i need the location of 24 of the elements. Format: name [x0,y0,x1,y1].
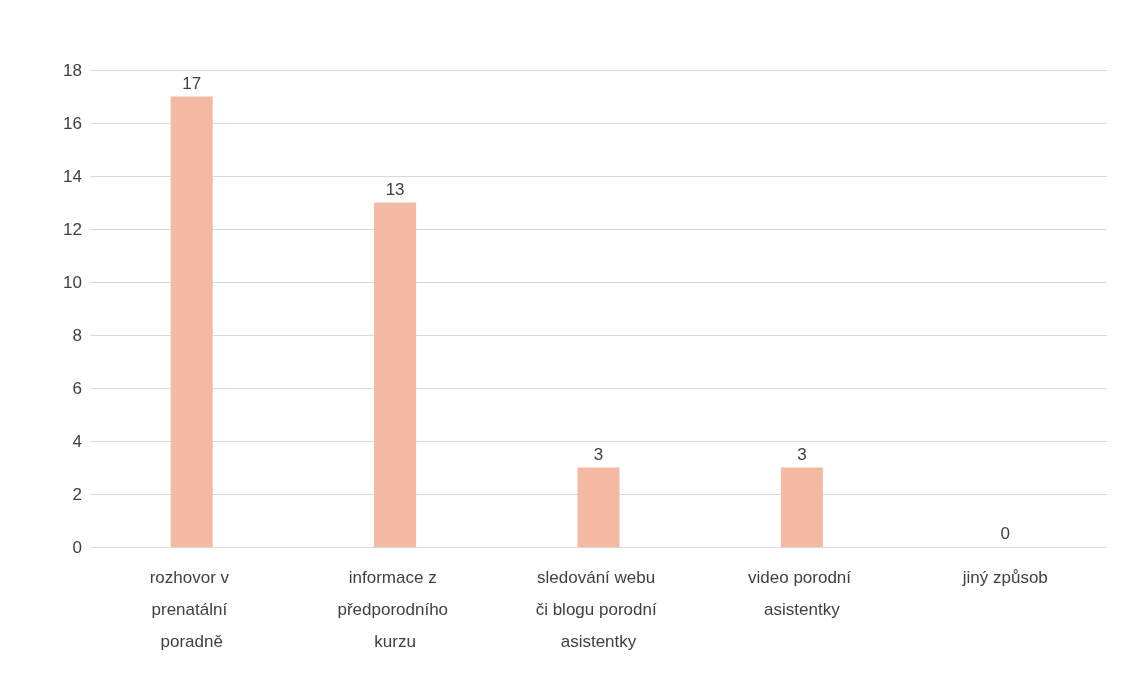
y-tick-label: 0 [72,537,82,557]
data-label: 3 [593,444,604,464]
x-tick-label: video porodní asistentky [748,567,856,619]
y-tick-label: 14 [63,166,82,186]
y-tick-label: 2 [72,484,82,504]
bar [780,467,823,547]
x-tick-label: informace z předporodního kurzu [337,567,453,651]
y-tick-label: 4 [72,431,82,451]
bar [577,467,620,547]
x-tick-label: sledování webu či blogu porodní asistentky [535,567,662,651]
y-tick-label: 12 [63,219,82,239]
x-tick-label: rozhovor v prenatální poradně [149,567,234,651]
bar [374,202,417,547]
x-tick-label: jiný způsob [961,567,1048,587]
data-label: 17 [182,73,202,93]
y-tick-label: 16 [63,113,82,133]
data-label: 0 [1000,524,1011,543]
bar [170,96,213,547]
y-tick-label: 8 [72,325,82,345]
data-label: 3 [797,444,807,464]
y-tick-label: 18 [63,60,82,80]
y-tick-label: 10 [63,272,82,292]
y-tick-label: 6 [72,378,82,398]
data-label: 13 [385,179,405,199]
